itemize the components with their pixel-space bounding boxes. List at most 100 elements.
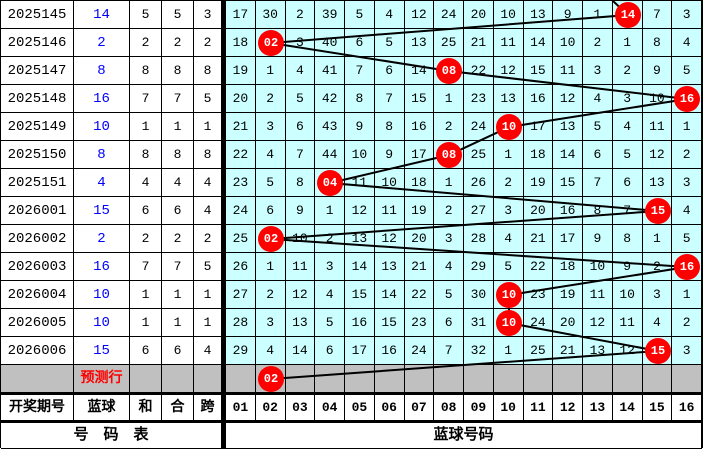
drawn-ball-marker: 16 <box>674 86 700 112</box>
ball-column-header: 02 <box>255 393 286 421</box>
miss-cell: 9 <box>374 141 405 169</box>
drawn-ball-marker: 15 <box>645 198 671 224</box>
miss-cell: 10 <box>642 85 673 113</box>
miss-cell: 12 <box>345 197 375 225</box>
table-row: 2025148 16 7 7 5 20 2 5 42 8 7 15 1 23 13 16 12 4 3 10 <box>1 85 702 113</box>
miss-cell: 44 <box>315 141 345 169</box>
miss-cell: 3 <box>255 309 286 337</box>
period-cell: 2026001 <box>1 197 74 225</box>
miss-cell: 9 <box>612 253 643 281</box>
table-vertical-divider <box>222 197 226 225</box>
miss-cell: 27 <box>226 281 256 309</box>
miss-cell: 2 <box>434 197 464 225</box>
miss-cell: 28 <box>226 309 256 337</box>
ball-column-header: 09 <box>464 393 494 421</box>
miss-cell: 2 <box>672 309 702 337</box>
miss-cell: 4 <box>493 225 524 253</box>
drawn-ball-marker: 15 <box>645 338 671 364</box>
miss-cell: 30 <box>464 281 494 309</box>
miss-cell: 5 <box>493 253 524 281</box>
miss-cell: 14 <box>345 253 375 281</box>
table-row: 2026001 15 6 6 4 24 6 9 1 12 11 19 2 27 3 20 16 8 7 4 <box>1 197 702 225</box>
table-row: 2026006 15 6 6 4 29 4 14 6 17 16 24 7 32 1 25 21 13 12 3 <box>1 337 702 365</box>
miss-cell: 4 <box>255 337 286 365</box>
table-row: 2025145 14 5 5 3 17 30 2 39 5 4 12 24 20 10 13 9 1 7 3 <box>1 1 702 29</box>
table-vertical-divider <box>222 29 226 57</box>
period-cell: 2026006 <box>1 337 74 365</box>
miss-cell: 20 <box>226 85 256 113</box>
sum-cell: 8 <box>130 141 162 169</box>
column-header-row: 开奖期号 蓝球和合跨 01 02 03 04 05 06 07 08 09 10 11 12 13 14 15 1… <box>1 393 702 421</box>
table-vertical-divider <box>222 1 226 29</box>
miss-cell: 31 <box>464 309 494 337</box>
period-cell: 2026005 <box>1 309 74 337</box>
miss-cell: 22 <box>523 253 554 281</box>
blue-ball-cell: 15 <box>74 337 130 365</box>
prediction-grid-cell <box>226 365 256 393</box>
miss-cell: 26 <box>464 169 494 197</box>
period-cell: 2026002 <box>1 225 74 253</box>
prediction-label: 预测行 <box>74 365 130 393</box>
miss-cell: 5 <box>583 113 613 141</box>
ball-column-header: 12 <box>553 393 583 421</box>
miss-cell: 11 <box>345 169 375 197</box>
miss-cell: 9 <box>285 197 316 225</box>
blue-column-header: 蓝球 <box>74 393 130 421</box>
union-cell: 7 <box>162 85 194 113</box>
union-cell: 6 <box>162 197 194 225</box>
miss-cell: 2 <box>493 169 524 197</box>
span-cell: 8 <box>194 57 222 85</box>
sum-cell: 7 <box>130 85 162 113</box>
miss-cell: 16 <box>374 337 405 365</box>
miss-cell: 12 <box>374 225 405 253</box>
table-vertical-divider <box>222 393 226 421</box>
prediction-sum-cell <box>130 365 162 393</box>
blue-ball-cell: 16 <box>74 253 130 281</box>
miss-cell: 40 <box>315 29 345 57</box>
table-row: 2025147 8 8 8 8 19 1 4 41 7 6 14 22 12 15 11 3 2 9 5 <box>1 57 702 85</box>
span-cell: 4 <box>194 169 222 197</box>
miss-cell: 6 <box>434 309 464 337</box>
miss-cell: 15 <box>523 57 554 85</box>
miss-cell: 4 <box>672 29 702 57</box>
sum-cell: 7 <box>130 253 162 281</box>
miss-cell: 2 <box>434 113 464 141</box>
footer-blue-ball-numbers-label: 蓝球号码 <box>226 421 702 449</box>
miss-cell: 5 <box>672 57 702 85</box>
table-row: 2026003 16 7 7 5 26 1 11 3 14 13 21 4 29 5 22 18 10 9 2 <box>1 253 702 281</box>
table-vertical-divider <box>222 421 226 449</box>
miss-cell: 1 <box>434 85 464 113</box>
prediction-grid-cell <box>553 365 583 393</box>
miss-cell: 5 <box>672 225 702 253</box>
table-vertical-divider <box>222 337 226 365</box>
span-cell: 5 <box>194 253 222 281</box>
miss-cell: 4 <box>315 281 345 309</box>
span-cell: 2 <box>194 225 222 253</box>
miss-cell: 10 <box>612 281 643 309</box>
union-cell: 6 <box>162 337 194 365</box>
miss-cell: 10 <box>374 169 405 197</box>
miss-cell: 22 <box>464 57 494 85</box>
miss-cell: 1 <box>493 337 524 365</box>
prediction-grid-cell <box>285 365 316 393</box>
miss-cell: 39 <box>315 1 345 29</box>
miss-cell: 42 <box>315 85 345 113</box>
miss-cell: 17 <box>345 337 375 365</box>
table-row: 2026002 2 2 2 2 25 10 2 13 12 20 3 28 4 21 17 9 8 1 5 <box>1 225 702 253</box>
miss-cell: 18 <box>226 29 256 57</box>
miss-cell: 27 <box>464 197 494 225</box>
table-vertical-divider <box>222 85 226 113</box>
miss-cell: 5 <box>374 29 405 57</box>
blue-ball-cell: 15 <box>74 197 130 225</box>
miss-cell: 19 <box>523 169 554 197</box>
table-vertical-divider <box>222 57 226 85</box>
miss-cell: 12 <box>493 57 524 85</box>
union-column-header: 合 <box>162 393 194 421</box>
miss-cell: 11 <box>374 197 405 225</box>
miss-cell: 10 <box>493 1 524 29</box>
miss-cell: 5 <box>434 281 464 309</box>
miss-cell: 13 <box>642 169 673 197</box>
miss-cell: 4 <box>374 1 405 29</box>
miss-cell: 14 <box>374 281 405 309</box>
